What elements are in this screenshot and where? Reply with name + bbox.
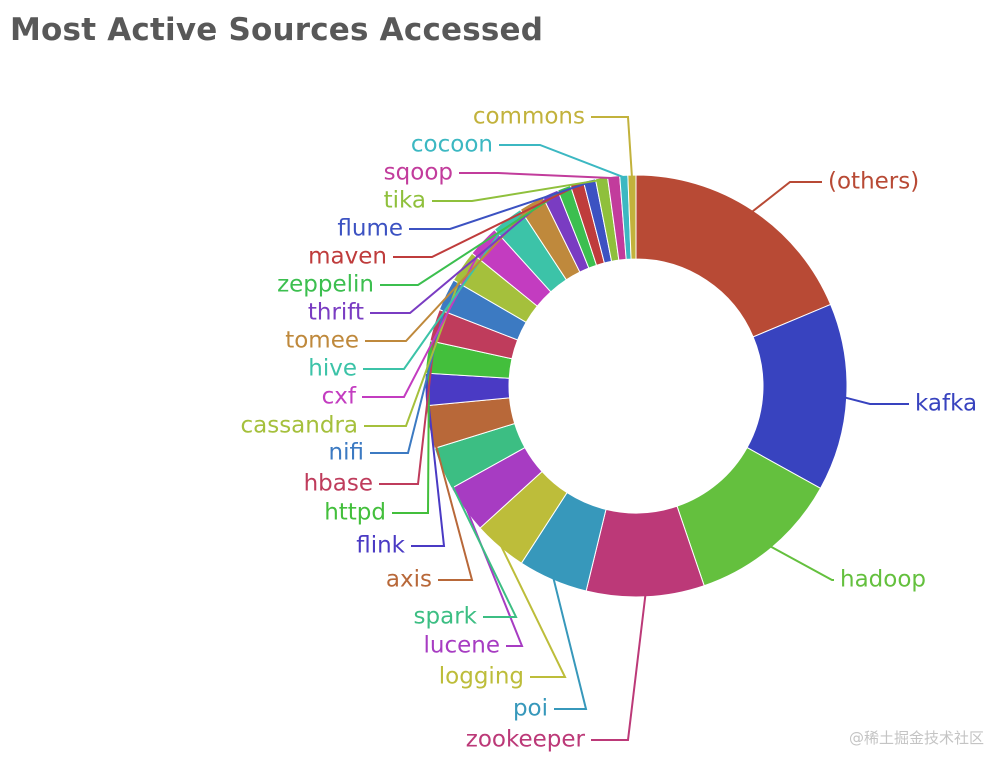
leader-line-sqoop: [459, 172, 614, 180]
leader-line-tika: [432, 178, 602, 202]
slice-label-zeppelin: zeppelin: [277, 272, 374, 298]
slice-label-thrift: thrift: [308, 300, 364, 326]
leader-line-thrift: [370, 194, 552, 314]
leader-line-maven: [393, 184, 578, 258]
slice-label-commons: commons: [473, 104, 585, 130]
slice-label-nifi: nifi: [329, 440, 364, 466]
leader-line-kafka: [844, 396, 909, 405]
slice-label-sqoop: sqoop: [384, 160, 453, 186]
slice-label-hbase: hbase: [304, 471, 373, 497]
slice-label-flink: flink: [356, 533, 405, 559]
slice-label-tomee: tomee: [285, 328, 359, 354]
chart-labels: (others) kafka hadoop zookeeper poi logging lu…: [240, 104, 977, 753]
slice-label-hive: hive: [308, 356, 357, 382]
slice-label-lucene: lucene: [424, 633, 501, 659]
slice-label-tika: tika: [384, 188, 426, 214]
leader-line-zeppelin: [380, 188, 566, 286]
leader-line-hbase: [379, 325, 437, 485]
leader-line-tomee: [365, 203, 534, 342]
slice-label-hadoop: hadoop: [840, 567, 926, 593]
leader-line-cocoon: [499, 144, 625, 179]
leader-line-logging: [499, 544, 567, 678]
leader-line-zookeeper: [591, 594, 647, 741]
slice-label-kafka: kafka: [915, 391, 977, 417]
chart-leader-lines: [362, 116, 909, 741]
slice-label-cxf: cxf: [322, 384, 357, 410]
page-title: Most Active Sources Accessed: [10, 12, 544, 48]
slice-label-axis: axis: [386, 567, 432, 593]
leader-line-hadoop: [769, 545, 834, 581]
slice-label-zookeeper: zookeeper: [466, 727, 586, 753]
slice-label-cassandra: cassandra: [240, 413, 358, 439]
chart-slices: [424, 174, 848, 598]
slice-label-others: (others): [828, 169, 919, 195]
slice-label-flume: flume: [337, 216, 403, 242]
slice-label-httpd: httpd: [324, 500, 386, 526]
slice-label-poi: poi: [513, 696, 548, 722]
slice-label-spark: spark: [414, 604, 478, 630]
slice-others[interactable]: [635, 174, 832, 338]
leader-line-httpd: [392, 357, 431, 514]
slice-label-cocoon: cocoon: [411, 132, 493, 158]
leader-line-axis: [430, 426, 474, 581]
leader-line-flume: [409, 181, 591, 230]
leader-line-commons: [591, 116, 633, 178]
slice-commons[interactable]: [627, 174, 637, 260]
slice-label-maven: maven: [308, 244, 387, 270]
leader-line-others: [751, 181, 822, 213]
leader-line-poi: [552, 577, 588, 710]
slice-label-logging: logging: [439, 664, 524, 690]
leader-line-hive: [363, 220, 510, 370]
watermark: @稀土掘金技术社区: [848, 729, 984, 747]
leader-line-flink: [411, 389, 446, 547]
leader-line-spark: [442, 467, 518, 618]
